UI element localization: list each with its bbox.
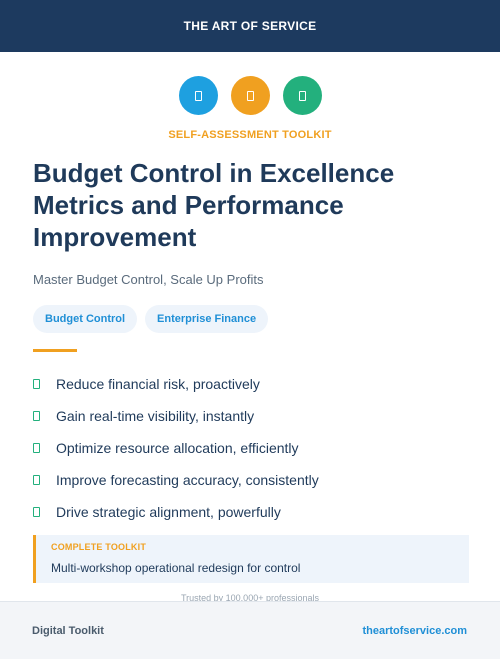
feature-item: Optimize resource allocation, efficientl… xyxy=(33,432,319,464)
header-bar: THE ART OF SERVICE xyxy=(0,0,500,52)
footer-label: Digital Toolkit xyxy=(32,624,104,637)
feature-text: Optimize resource allocation, efficientl… xyxy=(56,440,299,456)
document-icon xyxy=(282,76,322,115)
page-title: Budget Control in Excellence Metrics and… xyxy=(33,158,395,252)
tag-list: Budget Control Enterprise Finance xyxy=(33,305,269,333)
footer-link[interactable]: theartofservice.com xyxy=(362,624,467,637)
feature-text: Reduce financial risk, proactively xyxy=(56,376,260,392)
feature-item: Drive strategic alignment, powerfully xyxy=(33,496,319,528)
feature-item: Reduce financial risk, proactively xyxy=(33,368,319,400)
check-icon xyxy=(33,443,40,453)
trusted-note: Trusted by 100,000+ professionals xyxy=(180,593,319,603)
check-icon xyxy=(33,379,40,389)
eyebrow-label: SELF-ASSESSMENT TOOLKIT xyxy=(168,129,332,141)
icon-row xyxy=(0,76,500,115)
toolkit-description: Multi-workshop operational redesign for … xyxy=(51,561,301,575)
feature-text: Gain real-time visibility, instantly xyxy=(56,408,255,424)
subtitle: Master Budget Control, Scale Up Profits xyxy=(33,272,264,287)
tag-enterprise-finance: Enterprise Finance xyxy=(145,305,269,333)
feature-item: Improve forecasting accuracy, consistent… xyxy=(33,464,319,496)
footer: Digital Toolkit theartofservice.com xyxy=(0,601,500,659)
feature-list: Reduce financial risk, proactively Gain … xyxy=(33,368,319,528)
accent-divider xyxy=(33,349,77,352)
brand-name: THE ART OF SERVICE xyxy=(183,19,317,33)
tag-budget-control: Budget Control xyxy=(33,305,138,333)
check-icon xyxy=(33,507,40,517)
feature-text: Improve forecasting accuracy, consistent… xyxy=(56,472,319,488)
feature-text: Drive strategic alignment, powerfully xyxy=(56,504,281,520)
toolkit-label: COMPLETE TOOLKIT xyxy=(51,542,147,552)
toolkit-callout: COMPLETE TOOLKIT Multi-workshop operatio… xyxy=(33,535,469,583)
document-icon xyxy=(178,76,218,115)
check-icon xyxy=(33,411,40,421)
feature-item: Gain real-time visibility, instantly xyxy=(33,400,319,432)
document-icon xyxy=(230,76,270,115)
check-icon xyxy=(33,475,40,485)
